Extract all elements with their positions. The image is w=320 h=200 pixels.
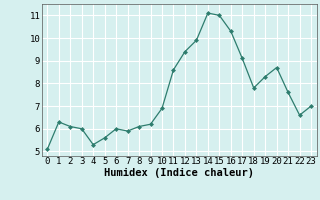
X-axis label: Humidex (Indice chaleur): Humidex (Indice chaleur) (104, 168, 254, 178)
